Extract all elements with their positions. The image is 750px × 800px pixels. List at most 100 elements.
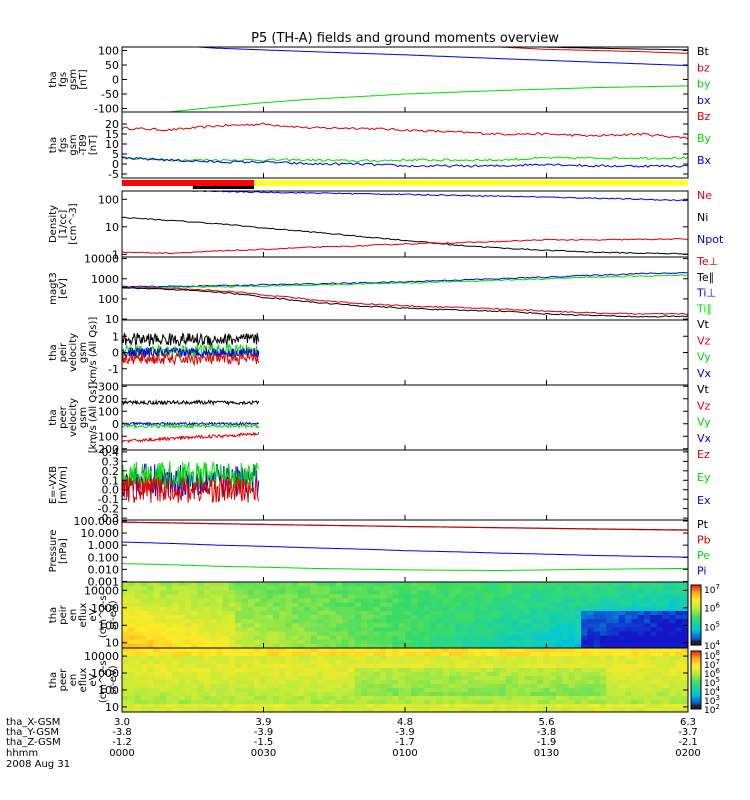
spectrogram-cell <box>348 615 356 620</box>
spectrogram-cell <box>128 664 136 669</box>
spectrogram-cell <box>518 708 526 712</box>
spectrogram-cell <box>241 602 249 608</box>
spectrogram-cell <box>480 704 488 709</box>
spectrogram-cell <box>279 688 287 693</box>
spectrogram-cell <box>298 668 305 673</box>
spectrogram-cell <box>153 668 161 673</box>
spectrogram-cell <box>436 635 444 641</box>
spectrogram-cell <box>241 582 249 587</box>
spectrogram-cell <box>675 586 683 591</box>
spectrogram-cell <box>197 664 205 669</box>
spectrogram-cell <box>474 688 482 693</box>
spectrogram-cell <box>172 606 180 612</box>
spectrogram-cell <box>329 615 337 620</box>
spectrogram-cell <box>537 696 544 701</box>
spectrogram-cell <box>386 656 394 661</box>
spectrogram-cell <box>606 672 614 677</box>
spectrogram-cell <box>524 606 532 612</box>
spectrogram-cell <box>184 610 192 616</box>
spectrogram-cell <box>436 700 444 705</box>
spectrogram-cell <box>643 688 651 693</box>
spectrogram-cell <box>643 590 651 595</box>
spectrogram-cell <box>398 610 406 616</box>
spectrogram-cell <box>618 680 626 685</box>
spectrogram-cell <box>153 676 161 681</box>
spectrogram-cell <box>348 586 356 591</box>
y-tick-label: 15 <box>105 128 119 141</box>
spectrogram-cell <box>122 700 129 705</box>
spectrogram-cell <box>159 652 167 657</box>
spectrogram-cell <box>335 582 343 587</box>
spectrogram-cell <box>159 602 167 608</box>
spectrogram-cell <box>524 594 532 600</box>
legend-Ey: Ey <box>697 471 711 484</box>
spectrogram-cell <box>643 660 651 665</box>
spectrogram-cell <box>461 610 469 616</box>
spectrogram-cell <box>631 664 639 669</box>
spectrogram-cell <box>430 606 438 612</box>
spectrogram-cell <box>398 619 406 624</box>
spectrogram-cell <box>342 606 349 612</box>
spectrogram-cell <box>417 708 425 712</box>
spectrogram-cell <box>417 692 425 697</box>
spectrogram-cell <box>417 688 425 693</box>
spectrogram-cell <box>436 590 444 595</box>
spectrogram-cell <box>606 590 614 595</box>
spectrogram-cell <box>348 680 356 685</box>
spectrogram-cell <box>405 598 412 604</box>
spectrogram-cell <box>323 676 331 681</box>
spectrogram-cell <box>405 692 412 697</box>
spectrogram-cell <box>178 692 186 697</box>
spectrogram-cell <box>493 615 500 620</box>
spectrogram-cell <box>562 696 570 701</box>
spectrogram-cell <box>392 594 400 600</box>
spectrogram-cell <box>140 643 148 648</box>
spectrogram-cell <box>643 631 651 637</box>
spectrogram-cell <box>392 598 400 604</box>
spectrogram-cell <box>461 619 469 624</box>
spectrogram-cell <box>442 708 450 712</box>
series-bx <box>189 47 688 67</box>
spectrogram-cell <box>467 623 475 628</box>
y-tick-label: -100 <box>94 430 119 443</box>
spectrogram-cell <box>247 602 255 608</box>
spectrogram-cell <box>606 598 614 604</box>
series-by <box>164 85 688 112</box>
spectrogram-cell <box>172 672 180 677</box>
y-axis-label: gsm <box>68 134 79 155</box>
spectrogram-cell <box>228 648 236 653</box>
spectrogram-cell <box>480 598 488 604</box>
spectrogram-cell <box>291 660 299 665</box>
spectrogram-cell <box>675 602 683 608</box>
spectrogram-cell <box>474 676 482 681</box>
spectrogram-cell <box>228 610 236 616</box>
spectrogram-cell <box>342 668 349 673</box>
spectrogram-cell <box>367 664 375 669</box>
spectrogram-cell <box>335 615 343 620</box>
spectrogram-cell <box>574 639 582 645</box>
colorbar-swatch <box>691 697 701 700</box>
spectrogram-cell <box>574 680 582 685</box>
spectrogram-cell <box>530 656 538 661</box>
spectrogram-cell <box>266 696 274 701</box>
spectrogram-cell <box>423 708 431 712</box>
spectrogram-cell <box>669 631 677 637</box>
x-tick-label: 0200 <box>675 748 700 759</box>
spectrogram-cell <box>298 684 305 689</box>
spectrogram-cell <box>298 639 305 645</box>
spectrogram-cell <box>449 692 456 697</box>
spectrogram-cell <box>555 631 563 637</box>
spectrogram-cell <box>669 668 677 673</box>
spectrogram-cell <box>329 692 337 697</box>
spectrogram-cell <box>449 664 456 669</box>
spectrogram-cell <box>643 680 651 685</box>
spectrogram-cell <box>599 656 607 661</box>
spectrogram-cell <box>316 668 324 673</box>
spectrogram-cell <box>543 664 551 669</box>
spectrogram-cell <box>392 668 400 673</box>
spectrogram-cell <box>159 590 167 595</box>
spectrogram-cell <box>178 582 186 587</box>
spectrogram-cell <box>191 656 199 661</box>
